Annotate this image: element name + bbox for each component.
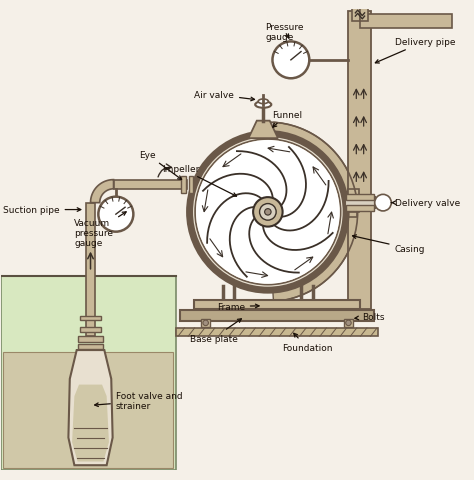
Text: Vacuum
pressure
gauge: Vacuum pressure gauge	[74, 212, 126, 248]
Text: Suction pipe: Suction pipe	[3, 205, 81, 215]
Bar	[3, 353, 173, 468]
Polygon shape	[348, 12, 372, 309]
Ellipse shape	[255, 102, 271, 108]
Bar	[346, 206, 374, 212]
Bar	[81, 316, 100, 321]
Bar	[176, 328, 378, 336]
Bar	[78, 344, 103, 349]
Text: Pressure
gauge: Pressure gauge	[265, 23, 304, 42]
Text: Eye: Eye	[139, 150, 182, 180]
Polygon shape	[359, 8, 368, 22]
Text: Air valve: Air valve	[194, 91, 255, 102]
Circle shape	[203, 321, 209, 326]
Text: Base plate: Base plate	[190, 319, 241, 343]
Polygon shape	[352, 8, 360, 22]
Circle shape	[196, 141, 340, 284]
Text: Casing: Casing	[353, 235, 425, 254]
Circle shape	[98, 197, 133, 232]
Circle shape	[190, 134, 346, 290]
Polygon shape	[248, 121, 278, 139]
Bar	[201, 319, 210, 327]
Text: Funnel: Funnel	[273, 110, 302, 128]
Circle shape	[375, 195, 392, 212]
Circle shape	[264, 209, 271, 216]
Bar	[181, 177, 186, 193]
Text: Foundation: Foundation	[282, 334, 332, 352]
Circle shape	[260, 204, 276, 221]
Polygon shape	[348, 190, 359, 213]
Polygon shape	[68, 350, 113, 465]
Text: Impeller: Impeller	[162, 164, 237, 197]
Polygon shape	[348, 207, 357, 217]
Polygon shape	[114, 180, 187, 190]
Ellipse shape	[258, 100, 268, 104]
Circle shape	[273, 42, 310, 79]
Polygon shape	[360, 15, 452, 28]
Text: Bolts: Bolts	[355, 312, 385, 321]
Bar	[180, 311, 374, 321]
Bar	[78, 336, 103, 342]
Bar	[346, 195, 374, 201]
Circle shape	[346, 321, 351, 326]
Polygon shape	[86, 203, 95, 336]
Polygon shape	[72, 385, 109, 462]
Bar	[81, 327, 100, 332]
Text: Delivery valve: Delivery valve	[392, 199, 460, 208]
Bar	[194, 300, 360, 309]
Circle shape	[253, 198, 283, 227]
Polygon shape	[273, 123, 357, 302]
Bar	[344, 319, 353, 327]
Text: Delivery pipe: Delivery pipe	[375, 38, 455, 64]
Bar	[0, 277, 176, 470]
Bar	[345, 198, 375, 209]
Bar	[189, 177, 193, 193]
Text: Foot valve and
strainer: Foot valve and strainer	[95, 391, 182, 410]
Text: Frame: Frame	[217, 302, 259, 311]
Polygon shape	[91, 180, 114, 203]
